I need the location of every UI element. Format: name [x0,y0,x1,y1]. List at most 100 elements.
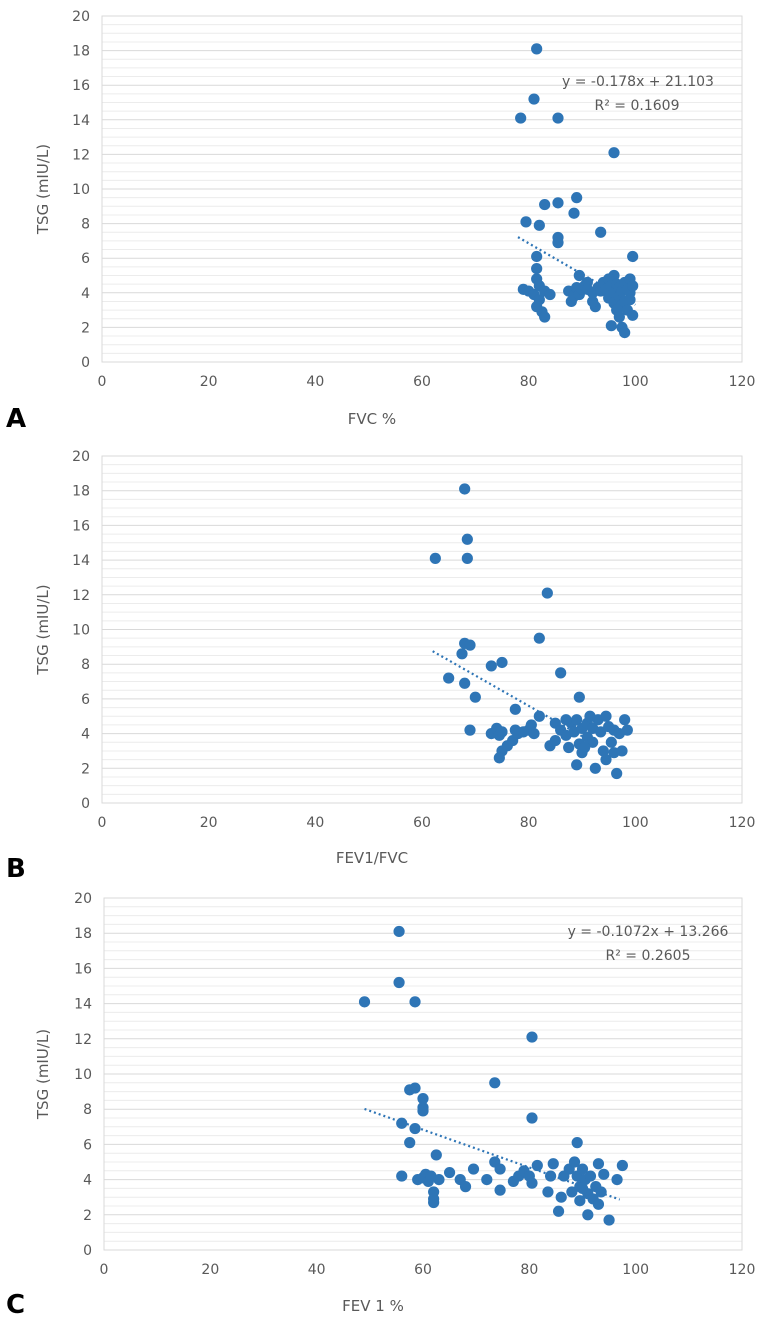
x-tick-label: 40 [306,374,324,390]
data-point [598,1168,610,1180]
y-tick-label: 18 [72,44,90,60]
data-point [459,483,471,495]
x-tick-label: 0 [98,815,107,831]
x-tick-label: 60 [414,1262,432,1278]
y-tick-label: 6 [81,251,90,267]
data-point [597,745,609,757]
y-tick-label: 10 [72,182,90,198]
data-point [560,714,572,726]
data-point [459,677,471,689]
data-point [456,648,468,660]
data-point [603,1214,615,1226]
x-tick-label: 120 [729,1262,756,1278]
panel-label: B [6,854,26,884]
y-tick-label: 8 [81,217,90,233]
data-point [481,1174,493,1186]
data-point [547,1158,559,1170]
data-point [568,207,580,219]
data-point [428,1196,440,1209]
data-point [443,672,455,684]
data-point [552,237,564,249]
y-tick-label: 10 [72,623,90,639]
data-point [571,759,583,771]
data-point [608,147,620,159]
x-tick-label: 120 [729,815,756,831]
data-point [549,734,561,747]
data-point [526,1031,538,1043]
chart-panel-b: 0 2 4 6 8 10 12 14 16 18 20 0 20 40 60 80 100 120 FEV1/FVC… [0,440,770,884]
data-point [587,295,599,308]
data-point [619,714,631,726]
data-point [464,639,476,651]
x-tick-label: 40 [306,815,324,831]
data-point [429,552,441,564]
y-tick-label: 4 [83,1173,92,1189]
data-point [613,311,625,323]
data-point [600,710,612,722]
data-point [469,691,481,703]
data-point [584,1170,597,1182]
chart-panel-a: 0 2 4 6 8 10 12 14 16 18 20 0 20 40 60 80 100 120 FVC % TSG… [0,0,770,440]
data-point [616,1159,628,1172]
data-point [544,288,556,301]
x-tick-label: 100 [622,1262,649,1278]
x-tick-label: 60 [413,815,431,831]
data-point [525,719,537,731]
y-tick-label: 16 [72,518,90,534]
plot-area [103,897,743,1251]
y-tick-label: 4 [81,286,90,302]
y-tick-label: 18 [74,926,92,942]
x-tick-label: 20 [200,815,218,831]
data-point [531,43,543,55]
y-tick-label: 4 [81,727,90,743]
y-tick-label: 2 [81,320,90,336]
y-tick-label: 14 [74,997,92,1013]
data-point [555,667,567,679]
x-tick-label: 120 [729,374,756,390]
data-point [539,311,551,323]
y-tick-label: 20 [74,891,92,907]
data-point [531,262,543,275]
r-squared-label: R² = 0.1609 [595,98,680,114]
y-tick-label: 12 [74,1032,92,1048]
data-point [627,309,639,321]
data-point [592,1158,605,1170]
x-tick-label: 40 [308,1262,326,1278]
y-tick-label: 10 [74,1067,92,1083]
r-squared-label: R² = 0.2605 [606,948,691,964]
data-point [611,767,623,780]
y-tick-label: 14 [72,113,90,129]
x-tick-label: 100 [622,374,649,390]
y-tick-label: 14 [72,553,90,569]
data-point [576,1163,589,1175]
data-point [545,1170,557,1182]
data-point [555,1191,567,1203]
data-point [552,197,564,209]
data-point [417,1093,429,1105]
data-point [552,1205,565,1217]
data-point [358,996,371,1008]
data-point [409,996,421,1008]
data-point [552,112,564,124]
data-point [616,745,628,757]
data-point [595,1186,607,1198]
x-axis-title: FEV1/FVC [336,849,408,867]
data-point [393,976,405,989]
trendline [432,650,583,738]
chart-panel-c: 0 2 4 6 8 10 12 14 16 18 20 0 20 40 60 80 100 120 FEV 1 % T… [0,880,770,1326]
data-point [393,925,405,938]
plot-area [101,455,743,804]
data-point [496,656,508,669]
data-point [600,754,612,766]
y-tick-label: 6 [81,692,90,708]
data-point [595,226,607,238]
data-point [494,1163,506,1175]
data-point [459,1181,472,1193]
data-point [531,250,543,263]
data-point [433,1174,445,1186]
data-point [493,752,505,764]
data-point [582,1209,594,1221]
x-tick-label: 80 [520,1262,538,1278]
data-point [592,1198,605,1210]
data-point [404,1137,416,1149]
